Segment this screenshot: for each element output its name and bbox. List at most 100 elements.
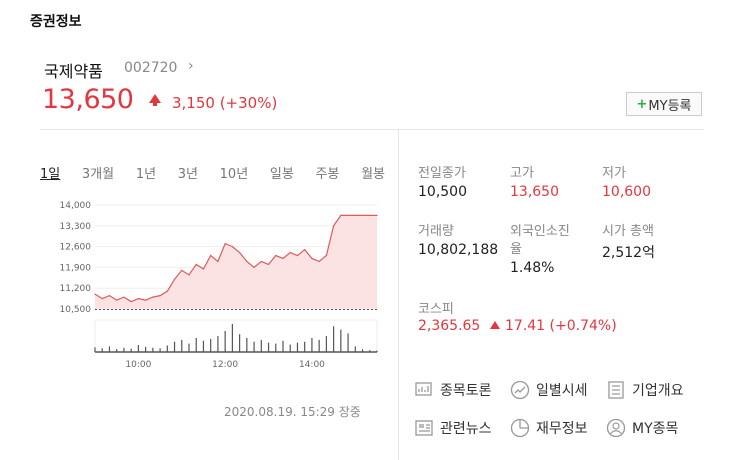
service-label: 재무정보	[536, 421, 588, 437]
price-point	[188, 274, 190, 276]
price-point	[318, 260, 320, 263]
tab-10year[interactable]: 10년	[219, 167, 249, 182]
low-value: 10,600	[602, 184, 651, 200]
price-point	[145, 299, 147, 301]
trend-icon	[510, 380, 530, 400]
service-label: 일별시세	[536, 383, 588, 399]
service-related-news[interactable]: 관련뉴스	[414, 418, 492, 438]
price-point	[195, 263, 197, 266]
volume-bar	[354, 346, 356, 352]
volume-bar	[239, 334, 241, 352]
up-triangle-icon	[490, 321, 500, 329]
service-company-overview[interactable]: 기업개요	[606, 380, 684, 400]
volume-bar	[311, 338, 313, 352]
chevron-right-icon[interactable]: ›	[188, 58, 194, 74]
price-point	[267, 263, 270, 266]
price-point	[260, 260, 262, 263]
price-point	[94, 293, 96, 295]
volume-bar	[188, 343, 190, 352]
high-label: 고가	[510, 166, 534, 181]
service-financial-info[interactable]: 재무정보	[510, 418, 588, 438]
foreign-label: 외국인소진	[510, 224, 570, 239]
foreign-label-cont: 율	[510, 242, 522, 257]
price-change: 3,150 (+30%)	[172, 94, 278, 112]
volume-bar	[137, 345, 139, 352]
kospi-value: 2,365.65	[418, 318, 481, 334]
y-tick-label: 13,300	[60, 222, 92, 232]
volume-frame	[94, 319, 378, 353]
up-arrow-icon	[149, 94, 161, 103]
volume-bar	[217, 336, 219, 352]
tab-daily-candle[interactable]: 일봉	[269, 167, 294, 182]
high-value: 13,650	[510, 184, 559, 200]
volume-bar	[181, 339, 183, 352]
price-point	[231, 246, 233, 248]
price-point	[333, 225, 335, 227]
news-icon	[415, 420, 433, 436]
price-point	[369, 214, 371, 216]
my-register-button[interactable]: + MY등록	[626, 92, 702, 116]
divider-horizontal	[40, 129, 704, 130]
market-cap-label: 시가 총액	[602, 224, 654, 239]
y-tick-label: 10,500	[60, 305, 92, 315]
volume-bar	[94, 347, 96, 352]
price-point	[159, 295, 161, 297]
y-tick-label: 11,900	[60, 263, 92, 273]
volume-bar	[145, 346, 147, 352]
service-discussion[interactable]: 종목토론	[414, 380, 492, 400]
tab-monthly-candle[interactable]: 월봉	[361, 167, 385, 182]
price-point	[282, 257, 284, 260]
volume-bar	[152, 347, 154, 352]
intraday-chart[interactable]: 14,000 13,300 12,600 11,900 11,200 10,500 10:0…	[40, 192, 385, 377]
price-point	[130, 300, 132, 303]
stock-code[interactable]: 002720	[124, 60, 178, 76]
y-tick-label: 11,200	[60, 284, 92, 294]
price-point	[123, 296, 125, 298]
piechart-icon	[510, 418, 530, 438]
volume-bar	[130, 348, 132, 352]
service-daily-price[interactable]: 일별시세	[510, 380, 588, 400]
prev-close-label: 전일종가	[418, 166, 466, 181]
service-my-stocks[interactable]: MY종목	[606, 418, 678, 438]
price-point	[137, 298, 139, 300]
price-point	[253, 266, 255, 268]
volume-bar	[304, 341, 306, 352]
volume-label: 거래량	[418, 224, 454, 239]
tab-3month[interactable]: 3개월	[81, 167, 115, 182]
price-point	[210, 254, 212, 257]
divider-vertical	[398, 130, 399, 460]
y-tick-label: 14,000	[60, 201, 92, 211]
price-point	[224, 243, 226, 245]
volume-bar	[224, 331, 226, 352]
price-point	[173, 278, 176, 280]
tab-3year[interactable]: 3년	[177, 167, 198, 182]
price-point	[311, 257, 313, 260]
volume-bar	[202, 340, 205, 352]
tab-1year[interactable]: 1년	[135, 167, 157, 182]
price-point	[275, 254, 277, 257]
service-label: 관련뉴스	[440, 421, 492, 437]
tab-weekly-candle[interactable]: 주봉	[315, 167, 340, 182]
price-point	[289, 251, 291, 254]
volume-bar	[275, 343, 277, 352]
service-label: 기업개요	[632, 383, 684, 399]
volume-bar	[246, 338, 248, 352]
volume-bar	[325, 336, 327, 352]
volume-bar	[347, 333, 349, 352]
price-area	[95, 215, 377, 309]
x-tick-label: 14:00	[299, 360, 325, 370]
price-point	[181, 269, 183, 271]
price-point	[239, 251, 241, 254]
service-label: 종목토론	[440, 383, 492, 399]
volume-bar	[116, 349, 118, 352]
volume-bar	[123, 347, 125, 352]
low-label: 저가	[602, 166, 626, 181]
service-label: MY종목	[632, 421, 679, 437]
stock-name[interactable]: 국제약품	[44, 62, 103, 81]
tab-1day[interactable]: 1일	[40, 167, 61, 182]
current-price: 13,650	[42, 84, 134, 115]
volume-bar	[282, 340, 284, 352]
price-point	[152, 296, 154, 298]
volume-bar	[166, 345, 168, 352]
y-tick-label: 12,600	[60, 243, 92, 253]
